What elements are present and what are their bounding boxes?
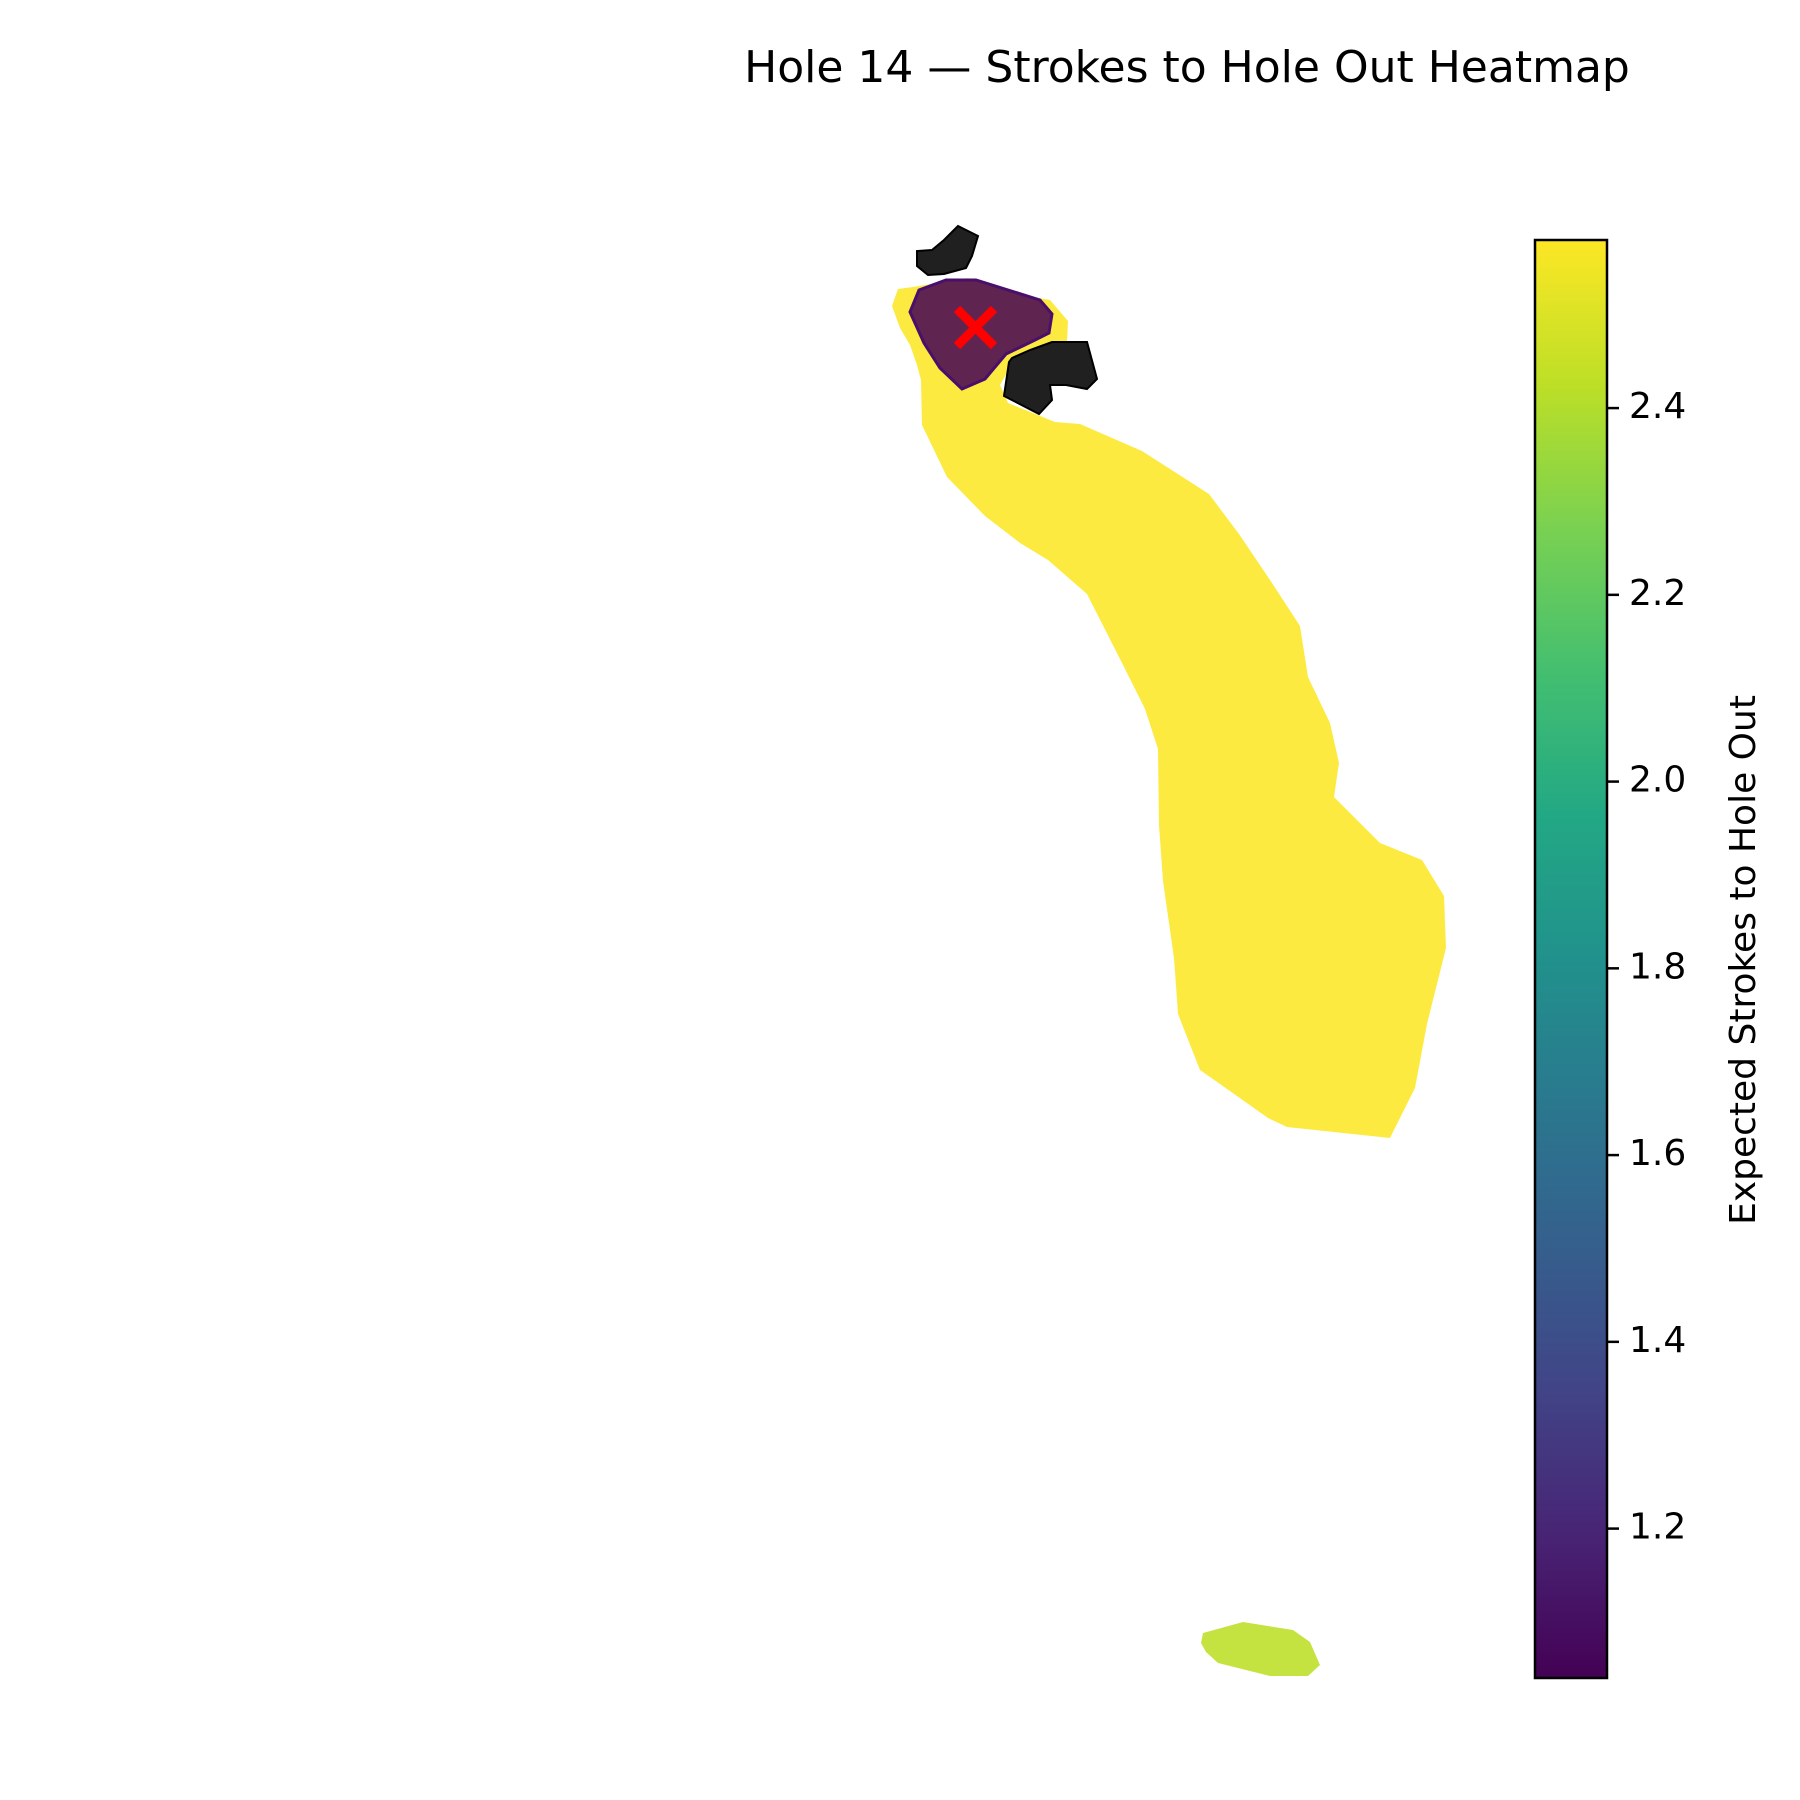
pin-marker xyxy=(953,305,998,350)
colorbar-tick-label: 1.8 xyxy=(1629,946,1686,987)
chart-title: Hole 14 — Strokes to Hole Out Heatmap xyxy=(744,42,1630,93)
colorbar-tick-label: 1.2 xyxy=(1629,1507,1686,1548)
colorbar-ticks: 1.2 1.4 1.6 1.8 2.0 2.2 2.4 xyxy=(1607,386,1686,1548)
fairway-region xyxy=(892,278,1446,1138)
map-plot-area xyxy=(892,224,1446,1676)
colorbar-tick-label: 2.4 xyxy=(1629,386,1686,427)
bunker-hazard xyxy=(916,224,980,277)
colorbar-label: Expected Strokes to Hole Out xyxy=(1723,695,1764,1225)
colorbar: 1.2 1.4 1.6 1.8 2.0 2.2 2.4 Expected Strokes t… xyxy=(1533,238,1764,1680)
colorbar-tick-label: 2.2 xyxy=(1629,573,1686,614)
colorbar-tick-label: 2.0 xyxy=(1629,760,1686,801)
tee-region xyxy=(1201,1622,1320,1676)
bunker-hazard xyxy=(1002,341,1099,416)
colorbar-tick-label: 1.6 xyxy=(1629,1133,1686,1174)
colorbar-gradient xyxy=(1533,238,1609,1680)
colorbar-tick-label: 1.4 xyxy=(1629,1320,1686,1361)
